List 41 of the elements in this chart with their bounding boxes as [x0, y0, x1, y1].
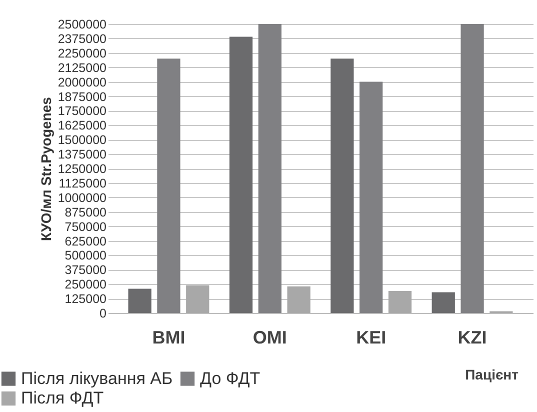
y-tick-label: 2500000 — [58, 18, 107, 32]
y-tick-label: 2000000 — [58, 75, 107, 90]
legend-label: Після ФДТ — [21, 388, 104, 408]
y-tick-label: 1875000 — [58, 90, 107, 104]
x-tick-label: KZI — [458, 328, 487, 348]
y-tick-label: 250000 — [64, 278, 107, 292]
bar — [460, 24, 484, 313]
y-tick-label: 2125000 — [58, 60, 107, 75]
bar — [360, 82, 383, 313]
y-tick-label: 2375000 — [58, 32, 107, 46]
bar — [229, 36, 253, 313]
bar — [186, 285, 210, 313]
y-tick-label: 2250000 — [58, 46, 107, 60]
y-tick-label: 1500000 — [58, 133, 107, 148]
y-tick-label: 750000 — [64, 220, 107, 234]
bar — [287, 286, 310, 313]
bar — [388, 291, 412, 313]
y-tick-label: 1375000 — [58, 148, 107, 162]
y-tick-label: 500000 — [64, 248, 107, 263]
legend-label: До ФДТ — [200, 368, 260, 388]
y-tick-label: 1750000 — [58, 104, 107, 118]
y-tick-label: 1625000 — [58, 118, 107, 133]
y-axis-title: КУО/мл Str.Pyogenes — [38, 96, 54, 241]
y-tick-label: 1125000 — [58, 176, 107, 190]
bar — [157, 58, 180, 313]
bar — [128, 288, 152, 313]
bar — [330, 58, 354, 313]
y-tick-label: 1000000 — [58, 190, 107, 205]
y-tick-label: 375000 — [64, 263, 107, 278]
legend-label: Після лікування АБ — [21, 368, 173, 388]
bar — [258, 24, 282, 313]
y-tick-label: 875000 — [64, 205, 107, 220]
x-axis-title: Пацієнт — [465, 366, 519, 382]
y-tick-label: 625000 — [64, 234, 107, 248]
x-tick-label: BMI — [152, 328, 186, 348]
y-tick-label: 1250000 — [58, 162, 107, 176]
y-tick-label: 0 — [100, 306, 107, 320]
y-tick-label: 125000 — [64, 292, 107, 306]
x-tick-label: KEI — [356, 328, 386, 348]
bar — [432, 292, 455, 313]
x-tick-label: OMI — [252, 328, 287, 348]
